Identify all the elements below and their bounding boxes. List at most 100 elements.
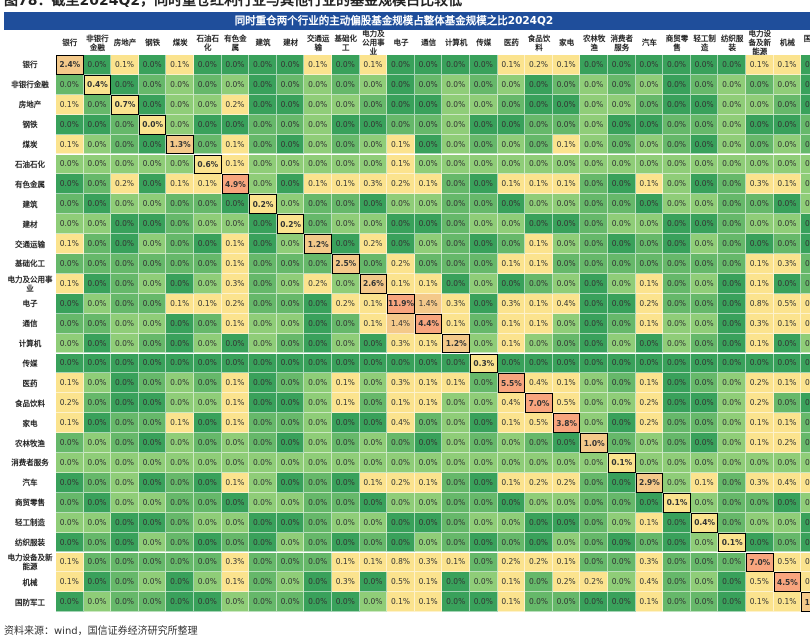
heatmap-cell: 0.0% (718, 114, 746, 135)
heatmap-cell: 0.0% (690, 433, 719, 453)
diagonal-cell: 1.2% (304, 234, 332, 254)
heatmap-cell: 0.0% (166, 94, 194, 115)
heatmap-cell: 0.2% (635, 413, 664, 434)
heatmap-cell: 0.0% (304, 194, 332, 215)
heatmap-cell: 0.1% (442, 373, 470, 394)
heatmap-cell: 0.0% (442, 254, 470, 274)
column-header: 基础化工 (334, 33, 358, 52)
heatmap-cell: 0.1% (746, 592, 774, 613)
column-header: 钢铁 (145, 38, 161, 47)
row-label: 电力设备及新能源 (7, 553, 53, 572)
heatmap-cell: 0.3% (442, 293, 470, 314)
heatmap-cell: 0.1% (221, 413, 250, 434)
heatmap-cell: 0.0% (111, 214, 139, 235)
heatmap-cell: 0.0% (580, 254, 608, 274)
heatmap-cell: 0.1% (801, 313, 810, 334)
heatmap-cell: 0.0% (111, 313, 139, 334)
row-label: 煤炭 (22, 140, 38, 150)
heatmap-cell: 0.0% (525, 134, 553, 155)
heatmap-cell: 0.0% (249, 154, 277, 175)
heatmap-cell: 0.0% (608, 134, 636, 155)
heatmap-cell: 0.0% (138, 373, 167, 394)
heatmap-cell: 0.0% (414, 94, 443, 115)
heatmap-cell: 0.0% (56, 353, 84, 374)
heatmap-cell: 0.0% (773, 154, 802, 175)
heatmap-cell: 0.0% (276, 174, 305, 195)
heatmap-cell: 0.0% (773, 393, 802, 414)
heatmap-cell: 0.0% (166, 373, 194, 394)
heatmap-cell: 0.0% (580, 234, 608, 254)
heatmap-cell: 0.0% (166, 74, 194, 95)
heatmap-cell: 0.0% (663, 74, 691, 95)
heatmap-cell: 0.0% (635, 74, 664, 95)
heatmap-cell: 0.0% (221, 453, 250, 473)
heatmap-cell: 0.0% (801, 413, 810, 434)
heatmap-cell: 0.0% (690, 94, 719, 115)
heatmap-cell: 0.0% (276, 313, 305, 334)
heatmap-cell: 0.0% (470, 472, 498, 493)
heatmap-cell: 0.0% (138, 512, 167, 533)
heatmap-cell: 0.0% (111, 273, 139, 294)
heatmap-cell: 0.0% (442, 55, 470, 75)
row-label: 电子 (22, 299, 38, 309)
heatmap-cell: 0.0% (83, 472, 112, 493)
row-label: 汽车 (22, 478, 38, 488)
heatmap-cell: 0.0% (635, 55, 664, 75)
heatmap-cell: 0.1% (525, 313, 553, 334)
heatmap-cell: 0.0% (497, 433, 526, 453)
heatmap-cell: 0.0% (249, 313, 277, 334)
heatmap-cell: 0.0% (138, 552, 167, 573)
heatmap-cell: 0.4% (497, 393, 526, 414)
heatmap-cell: 0.0% (580, 94, 608, 115)
heatmap-cell: 0.0% (414, 74, 443, 95)
heatmap-cell: 0.1% (359, 293, 388, 314)
heatmap-cell: 0.0% (138, 433, 167, 453)
heatmap-cell: 0.1% (56, 273, 84, 294)
heatmap-cell: 0.0% (470, 453, 498, 473)
heatmap-cell: 0.1% (414, 592, 443, 613)
heatmap-cell: 0.1% (552, 373, 581, 394)
heatmap-cell: 0.0% (83, 234, 112, 254)
heatmap-cell: 0.0% (525, 94, 553, 115)
heatmap-cell: 0.0% (663, 353, 691, 374)
heatmap-cell: 0.0% (525, 512, 553, 533)
heatmap-cell: 0.0% (111, 552, 139, 573)
heatmap-cell: 0.0% (138, 313, 167, 334)
heatmap-cell: 0.1% (497, 174, 526, 195)
heatmap-cell: 0.1% (221, 154, 250, 175)
heatmap-cell: 0.2% (635, 293, 664, 314)
heatmap-cell: 0.0% (414, 214, 443, 235)
heatmap-cell: 0.0% (525, 74, 553, 95)
heatmap-cell: 0.0% (442, 453, 470, 473)
heatmap-cell: 0.0% (663, 254, 691, 274)
heatmap-cell: 0.0% (470, 154, 498, 175)
row-label: 农林牧渔 (15, 438, 45, 448)
column-header: 传媒 (476, 38, 492, 47)
heatmap-cell: 0.0% (304, 214, 332, 235)
heatmap-cell: 0.1% (497, 572, 526, 593)
heatmap-cell: 0.0% (194, 472, 222, 493)
heatmap-cell: 0.0% (83, 55, 112, 75)
chart-banner: 同时重仓两个行业的主动偏股基金规模占整体基金规模之比2024Q2 (4, 12, 810, 30)
heatmap-cell: 0.0% (83, 293, 112, 314)
heatmap-cell: 0.0% (552, 94, 581, 115)
heatmap-cell: 0.0% (194, 532, 222, 553)
column-header: 纺织服装 (720, 33, 744, 52)
heatmap-cell: 0.0% (276, 373, 305, 394)
heatmap-cell: 0.0% (276, 572, 305, 593)
heatmap-cell: 0.1% (304, 174, 332, 195)
heatmap-cell: 0.4% (525, 373, 553, 394)
heatmap-cell: 0.0% (166, 214, 194, 235)
heatmap-cell: 0.0% (111, 254, 139, 274)
heatmap-cell: 0.0% (276, 55, 305, 75)
heatmap-cell: 0.1% (552, 174, 581, 195)
heatmap-cell: 0.0% (690, 74, 719, 95)
heatmap-cell: 0.0% (525, 214, 553, 235)
heatmap-cell: 0.0% (525, 492, 553, 513)
heatmap-cell: 0.0% (304, 433, 332, 453)
heatmap-cell: 0.0% (359, 492, 388, 513)
heatmap-cell: 0.0% (83, 273, 112, 294)
heatmap-cell: 0.0% (56, 313, 84, 334)
heatmap-cell: 0.0% (525, 333, 553, 354)
heatmap-cell: 0.2% (387, 174, 415, 195)
